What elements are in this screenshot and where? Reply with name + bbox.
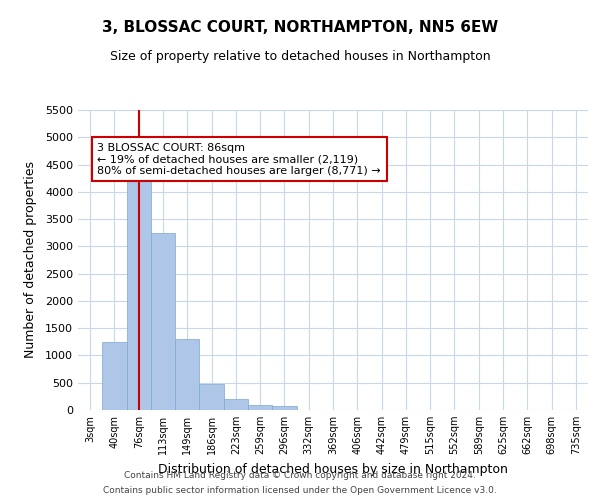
Bar	[199, 384, 224, 410]
Bar	[248, 404, 272, 410]
Bar	[102, 342, 127, 410]
Text: 3, BLOSSAC COURT, NORTHAMPTON, NN5 6EW: 3, BLOSSAC COURT, NORTHAMPTON, NN5 6EW	[102, 20, 498, 35]
Y-axis label: Number of detached properties: Number of detached properties	[23, 162, 37, 358]
Text: Size of property relative to detached houses in Northampton: Size of property relative to detached ho…	[110, 50, 490, 63]
Text: Contains HM Land Registry data © Crown copyright and database right 2024.: Contains HM Land Registry data © Crown c…	[124, 471, 476, 480]
Bar	[224, 399, 248, 410]
Bar	[127, 176, 151, 410]
Bar	[175, 339, 199, 410]
Bar	[272, 406, 296, 410]
X-axis label: Distribution of detached houses by size in Northampton: Distribution of detached houses by size …	[158, 462, 508, 475]
Text: 3 BLOSSAC COURT: 86sqm
← 19% of detached houses are smaller (2,119)
80% of semi-: 3 BLOSSAC COURT: 86sqm ← 19% of detached…	[97, 142, 381, 176]
Bar	[151, 232, 175, 410]
Text: Contains public sector information licensed under the Open Government Licence v3: Contains public sector information licen…	[103, 486, 497, 495]
